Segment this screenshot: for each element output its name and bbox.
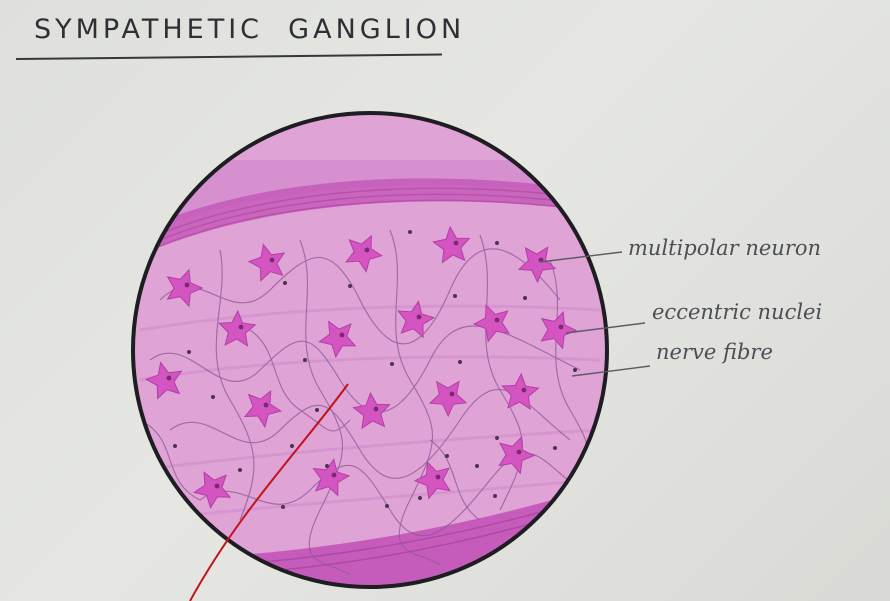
multipolar-neuron <box>193 471 232 510</box>
multipolar-neuron <box>312 458 351 497</box>
multipolar-neuron <box>218 309 257 347</box>
fibre-nucleus-dot <box>325 464 329 468</box>
eccentric-nucleus <box>331 472 337 478</box>
eccentric-nucleus <box>364 247 370 253</box>
fibre-nucleus-dot <box>458 360 462 364</box>
field-of-view-circle <box>131 111 609 589</box>
fibre-nucleus-dot <box>315 408 319 412</box>
neuron-pointer-line <box>539 251 623 263</box>
tissue-streaks <box>139 304 601 522</box>
eccentric-nucleus <box>521 387 527 393</box>
fibre-nucleus-dot <box>290 444 294 448</box>
multipolar-neuron <box>428 380 468 418</box>
fibre-nucleus-dot <box>348 284 352 288</box>
fibre-nucleus-dot <box>385 504 389 508</box>
fibre-nucleus-dot <box>573 368 577 372</box>
eccentric-nucleus <box>449 391 455 397</box>
multipolar-neuron <box>318 320 357 359</box>
eccentric-nucleus <box>263 402 269 408</box>
fibre-nucleus-dot <box>390 362 394 366</box>
fibre-nucleus-dot <box>553 446 557 450</box>
multipolar-neuron <box>352 391 391 430</box>
eccentric-nucleus <box>269 257 275 263</box>
multipolar-neurons <box>144 225 578 510</box>
eccentric-nucleus <box>214 483 220 489</box>
multipolar-neuron <box>397 300 435 339</box>
fibre-nucleus-dot <box>211 395 215 399</box>
tissue-section <box>133 113 607 587</box>
fibre-nucleus-dot <box>495 436 499 440</box>
multipolar-neuron <box>413 461 451 500</box>
fibre-nucleus-dot <box>495 241 499 245</box>
label-multipolar-neuron: multipolar neuron <box>628 236 822 260</box>
fibre-nucleus-dot <box>523 296 527 300</box>
multipolar-neuron <box>498 435 536 475</box>
fibre-nucleus-dot <box>303 358 307 362</box>
fibre-nucleus-dot <box>283 281 287 285</box>
multipolar-neuron <box>432 225 471 264</box>
fibre-nucleus-dot <box>238 468 242 472</box>
label-eccentric-nuclei: eccentric nuclei <box>652 300 823 324</box>
fibre-nucleus-dot <box>453 294 457 298</box>
eccentric-nucleus <box>339 332 345 338</box>
eccentric-nucleus <box>435 474 441 480</box>
multipolar-neuron <box>243 390 283 429</box>
eccentric-nucleus <box>238 324 244 330</box>
eccentric-nucleus <box>516 449 522 455</box>
eccentric-nucleus <box>453 240 459 246</box>
multipolar-neuron <box>247 243 286 282</box>
multipolar-neuron <box>501 372 540 411</box>
fibre-nucleus-dot <box>445 454 449 458</box>
multipolar-neuron <box>345 234 383 273</box>
multipolar-neuron <box>144 361 183 400</box>
fibre-nucleus-dot <box>173 444 177 448</box>
fibre-nucleus-dot <box>475 464 479 468</box>
fibre-pointer-line <box>571 365 651 377</box>
fibre-nucleus-dot <box>418 496 422 500</box>
fibre-nucleus-dot <box>408 230 412 234</box>
label-nerve-fibre: nerve fibre <box>656 340 773 364</box>
page-title: SYMPATHETIC GANGLION <box>34 14 466 45</box>
eccentric-nucleus <box>494 317 500 323</box>
nuclei-pointer-line <box>565 322 646 334</box>
pointer-lines <box>539 251 651 377</box>
fibre-nuclei <box>173 230 577 509</box>
multipolar-neuron <box>472 304 511 343</box>
fibre-nucleus-dot <box>281 505 285 509</box>
multipolar-neuron <box>166 268 204 308</box>
upper-capsule-streaks <box>133 187 607 265</box>
eccentric-nucleus <box>184 282 190 288</box>
eccentric-nucleus <box>416 314 422 320</box>
fibre-nucleus-dot <box>187 350 191 354</box>
eccentric-nucleus <box>373 406 379 412</box>
eccentric-nucleus <box>558 324 564 330</box>
multipolar-neuron <box>540 310 578 350</box>
multipolar-neuron <box>517 246 557 284</box>
eccentric-nucleus <box>166 375 172 381</box>
red-pointer-line <box>189 383 349 601</box>
fibre-nucleus-dot <box>493 494 497 498</box>
